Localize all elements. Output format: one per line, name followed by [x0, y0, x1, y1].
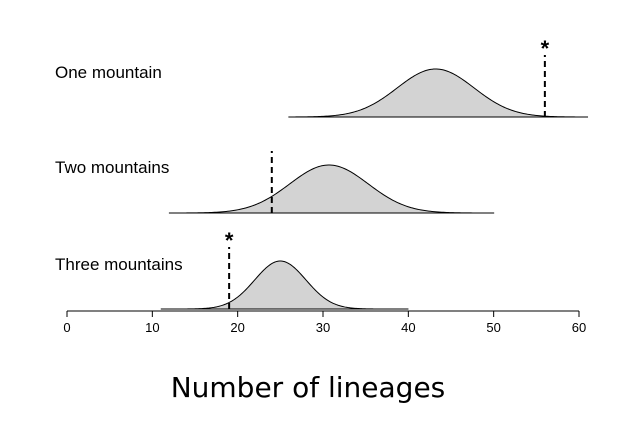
- panels-layer: * One mountain Two mountains * Three mountai…: [55, 36, 589, 310]
- x-tick-label: 0: [63, 320, 70, 335]
- panel-2: Two mountains: [55, 151, 495, 214]
- x-axis-label: Number of lineages: [171, 371, 446, 404]
- panel-3: * Three mountains: [55, 228, 409, 310]
- significance-star: *: [225, 228, 234, 253]
- x-axis-ticks: 0 10 20 30 40 50 60: [63, 311, 586, 335]
- x-tick-label: 60: [572, 320, 586, 335]
- density-curve: [168, 164, 495, 214]
- x-tick-label: 20: [230, 320, 244, 335]
- x-tick-label: 40: [401, 320, 415, 335]
- density-curve: [288, 68, 589, 118]
- density-curve: [160, 260, 409, 310]
- x-tick-label: 50: [486, 320, 500, 335]
- panel-label: One mountain: [55, 63, 162, 82]
- x-tick-label: 30: [316, 320, 330, 335]
- panel-1: * One mountain: [55, 36, 589, 118]
- x-tick-label: 10: [145, 320, 159, 335]
- panel-label: Three mountains: [55, 255, 183, 274]
- panel-label: Two mountains: [55, 158, 169, 177]
- significance-star: *: [541, 36, 550, 61]
